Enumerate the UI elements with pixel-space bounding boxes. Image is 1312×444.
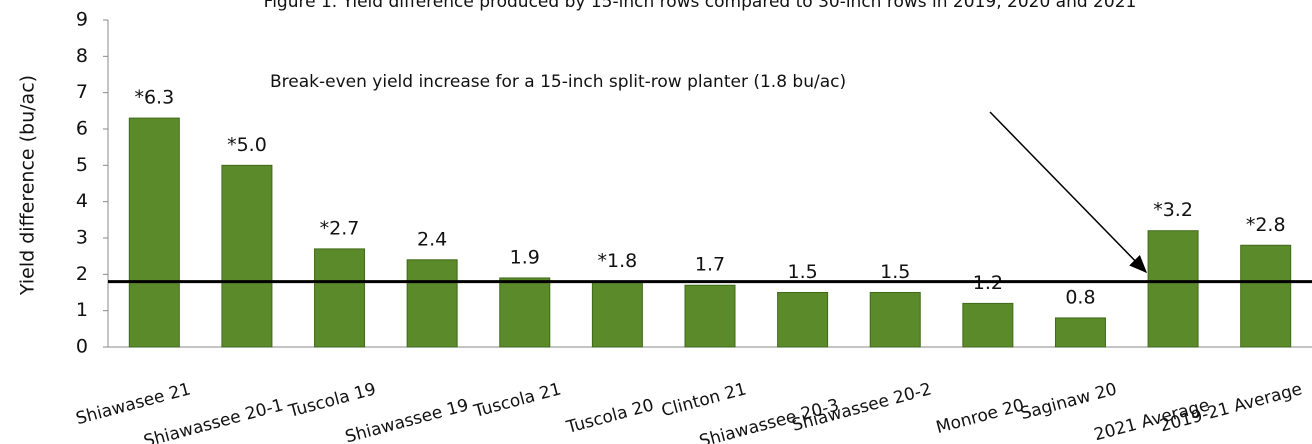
x-tick-label: Clinton 21 bbox=[659, 379, 748, 421]
value-label: *2.7 bbox=[320, 217, 360, 239]
bar bbox=[1054, 317, 1106, 348]
arrow bbox=[989, 111, 1148, 274]
bar bbox=[869, 292, 921, 348]
value-label: 1.7 bbox=[695, 254, 725, 276]
y-tick-label: 5 bbox=[76, 154, 88, 176]
y-tick-label: 9 bbox=[76, 9, 88, 31]
bar bbox=[499, 277, 551, 348]
x-tick-label: Shiawasee 21 bbox=[74, 379, 193, 429]
x-tick-label: Monroe 20 bbox=[934, 395, 1026, 438]
bar bbox=[1147, 230, 1199, 348]
bar bbox=[591, 281, 643, 348]
value-label: *2.8 bbox=[1246, 214, 1286, 236]
reference-label: Break-even yield increase for a 15-inch … bbox=[270, 72, 846, 92]
chart-title: Figure 1. Yield difference produced by 1… bbox=[264, 0, 1137, 12]
value-label: *1.8 bbox=[598, 250, 638, 272]
y-tick-label: 0 bbox=[76, 336, 88, 358]
value-label: 1.9 bbox=[510, 246, 540, 268]
bar bbox=[1240, 244, 1292, 348]
y-axis-label: Yield difference (bu/ac) bbox=[17, 75, 39, 296]
bar bbox=[962, 302, 1014, 348]
bar bbox=[221, 164, 273, 348]
x-tick-label: Tuscola 20 bbox=[564, 395, 656, 438]
x-tick-label: Tuscola 19 bbox=[286, 379, 378, 422]
value-label: *5.0 bbox=[227, 134, 267, 156]
bar bbox=[777, 292, 829, 348]
value-label: *6.3 bbox=[134, 87, 174, 109]
x-tick-label: Saginaw 20 bbox=[1018, 379, 1119, 424]
y-tick-label: 7 bbox=[76, 81, 88, 103]
value-label: *3.2 bbox=[1153, 199, 1193, 221]
y-tick-label: 4 bbox=[76, 190, 88, 212]
bar bbox=[406, 259, 458, 348]
value-label: 1.5 bbox=[788, 261, 818, 283]
y-tick-label: 6 bbox=[76, 118, 88, 140]
bar bbox=[314, 248, 366, 348]
y-tick-label: 3 bbox=[76, 227, 88, 249]
value-label: 2.4 bbox=[417, 228, 447, 250]
bar bbox=[128, 117, 180, 348]
y-tick-label: 1 bbox=[76, 299, 88, 321]
bar bbox=[684, 284, 736, 348]
value-label: 1.5 bbox=[880, 261, 910, 283]
x-tick-label: Tuscola 21 bbox=[471, 379, 563, 422]
y-tick-label: 2 bbox=[76, 263, 88, 285]
value-label: 0.8 bbox=[1065, 286, 1095, 308]
y-tick-label: 8 bbox=[76, 45, 88, 67]
